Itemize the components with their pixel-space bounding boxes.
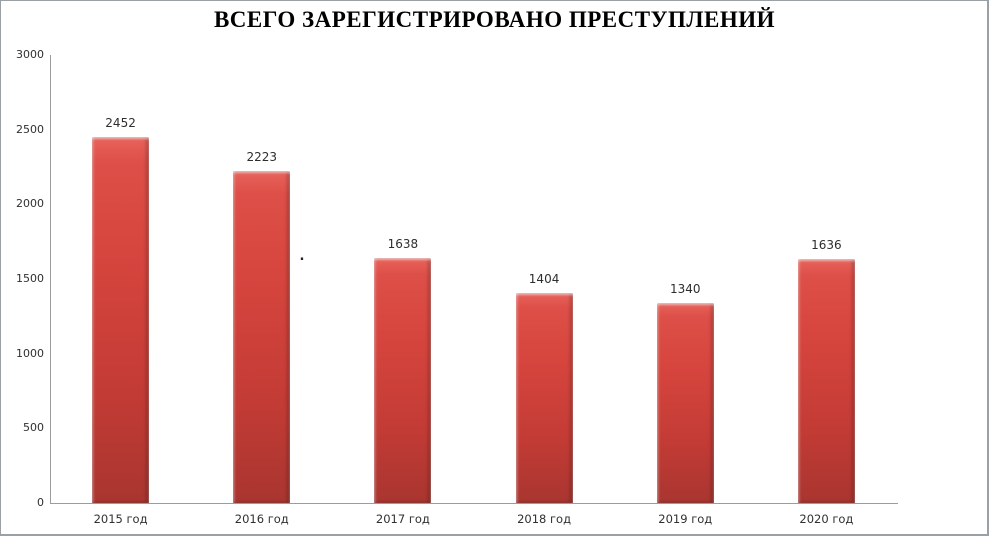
bar	[233, 171, 291, 503]
x-category-label: 2015 год	[93, 512, 148, 526]
stray-dot-annotation: .	[299, 249, 305, 264]
x-category-label: 2018 год	[517, 512, 572, 526]
y-tick-label: 500	[23, 421, 44, 435]
bar-value-label: 1638	[387, 237, 419, 252]
x-category-label: 2019 год	[658, 512, 713, 526]
x-category-label: 2016 год	[234, 512, 289, 526]
bar-value-label: 1404	[528, 272, 560, 287]
chart-title: ВСЕГО ЗАРЕГИСТРИРОВАНО ПРЕСТУПЛЕНИЙ	[213, 7, 776, 32]
y-tick-label: 1500	[16, 272, 44, 285]
x-category-label: 2017 год	[375, 512, 430, 526]
bar-value-label: 1340	[669, 281, 701, 296]
bar	[797, 258, 855, 503]
y-tick-label: 1000	[16, 346, 44, 360]
y-tick-label: 2000	[16, 197, 44, 211]
bar	[515, 293, 573, 503]
bar-value-label: 2452	[105, 115, 136, 130]
bar	[374, 258, 432, 503]
bar	[92, 136, 150, 503]
y-tick-label: 0	[37, 496, 44, 509]
bar	[656, 302, 714, 503]
y-tick-label: 3000	[16, 48, 44, 61]
plot-area	[50, 55, 898, 504]
bar-value-label: 2223	[246, 150, 278, 165]
bar-value-label: 1636	[811, 237, 842, 252]
x-category-label: 2020 год	[799, 512, 854, 526]
y-tick-label: 2500	[16, 122, 44, 136]
